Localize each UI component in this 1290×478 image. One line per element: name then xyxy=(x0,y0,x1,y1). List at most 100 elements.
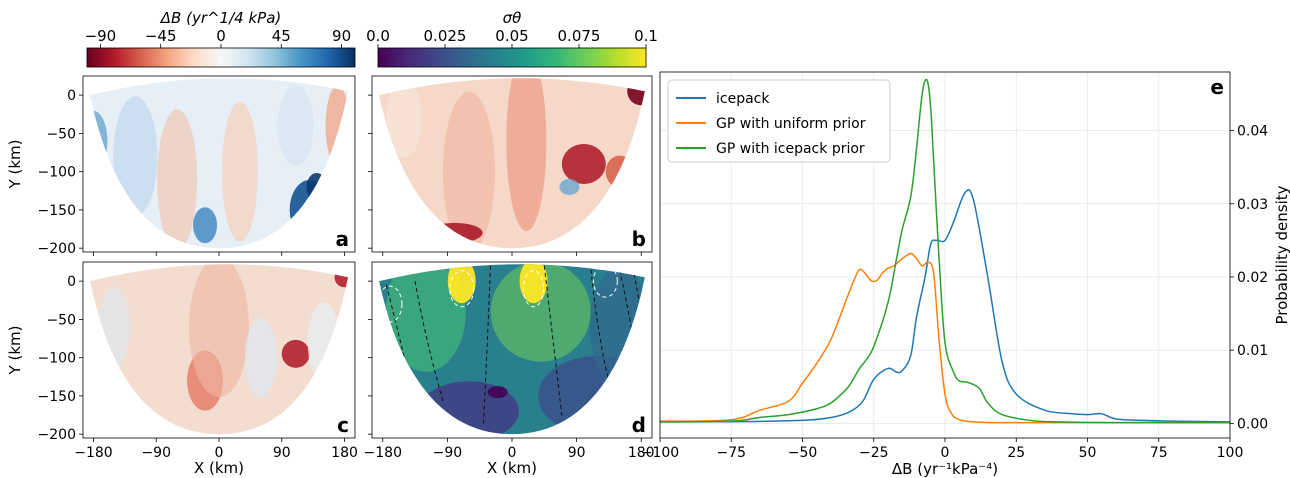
field-feature xyxy=(385,264,466,372)
x-tick-label: −90 xyxy=(141,445,171,461)
contour-line-white xyxy=(449,270,475,308)
x-tick-label: 50 xyxy=(1079,445,1097,461)
colorbar-sigma: 0.0 0.025 0.05 0.075 0.1 σθ xyxy=(366,9,658,68)
x-tick-label: 25 xyxy=(1007,445,1025,461)
x-axis-label: X (km) xyxy=(194,459,244,477)
series-line-1 xyxy=(659,252,1230,424)
field-feature xyxy=(157,109,198,249)
field-feature xyxy=(605,155,634,188)
y-tick-label: 0.02 xyxy=(1237,270,1268,286)
x-axis-label: X (km) xyxy=(487,459,537,477)
y-tick-label: −100 xyxy=(38,165,76,181)
contour-line xyxy=(482,265,491,427)
field-feature xyxy=(386,78,423,159)
field-feature xyxy=(506,78,547,232)
map-panel-b: b xyxy=(368,75,653,256)
map-panel-a: a 0 −50 −100 −150 −200 Y (km) xyxy=(6,75,356,257)
field-feature xyxy=(559,178,580,195)
legend-label: GP with uniform prior xyxy=(716,116,866,132)
field-feature xyxy=(306,172,327,201)
field-feature xyxy=(487,386,508,399)
colorbar-delta-bar xyxy=(86,47,356,68)
field-feature xyxy=(277,85,314,166)
x-tick-label: 0 xyxy=(215,445,224,461)
field-feature xyxy=(307,302,340,383)
contour-line-white xyxy=(523,270,545,308)
x-axis-label: ΔB (yr⁻¹kPa⁻⁴) xyxy=(892,460,998,478)
map-field-d xyxy=(379,264,645,435)
legend-box xyxy=(667,79,891,163)
x-tick-label: −25 xyxy=(859,445,889,461)
x-tick-label: 100 xyxy=(1217,445,1244,461)
panel-letter: b xyxy=(632,227,646,251)
contour-line xyxy=(543,265,563,419)
map-panel-d: d −180 −90 0 90 180 X (km) xyxy=(364,261,655,477)
x-tick-label: −90 xyxy=(433,445,463,461)
y-tick-label: −150 xyxy=(38,203,76,219)
x-tick-label: 90 xyxy=(273,445,291,461)
y-tick-label: −50 xyxy=(46,126,76,142)
panel-letter: a xyxy=(336,227,350,251)
colorbar-tick-label: 90 xyxy=(332,27,351,45)
y-axis-label: Probability density xyxy=(1273,185,1290,324)
panel-letter: c xyxy=(337,413,349,437)
y-tick-label: 0.04 xyxy=(1237,124,1268,140)
colorbar-tick-label: 0.05 xyxy=(495,27,528,45)
field-feature xyxy=(490,264,591,362)
x-tick-label: 75 xyxy=(1150,445,1168,461)
field-feature xyxy=(89,111,108,172)
field-feature xyxy=(113,96,158,217)
y-tick-label: 0.03 xyxy=(1237,197,1268,213)
field-feature xyxy=(519,264,548,304)
y-tick-label: −50 xyxy=(46,312,76,328)
x-tick-label: 90 xyxy=(568,445,586,461)
map-field-c xyxy=(89,264,349,435)
legend-label: GP with icepack prior xyxy=(716,141,865,157)
map-panels: a 0 −50 −100 −150 −200 Y (km) b c 0 −50 −100 −150 −20… xyxy=(6,75,655,477)
y-tick-label: 0.00 xyxy=(1237,416,1268,432)
panel-letter: d xyxy=(632,413,646,437)
contour-line xyxy=(385,284,409,374)
panel-letter: e xyxy=(1210,75,1224,99)
map-panel-c: c 0 −50 −100 −150 −200 −180 −90 0 90 180 Y (km) X (k… xyxy=(6,261,358,477)
map-field-a xyxy=(89,78,349,249)
field-feature xyxy=(221,101,258,242)
y-tick-label: 0 xyxy=(67,88,76,104)
colorbar-delta: −90 −45 0 45 90 ΔB (yr^1/4 kPa) xyxy=(85,9,356,68)
colorbar-tick-label: 45 xyxy=(272,27,291,45)
density-chart: −100 −75 −50 −25 0 25 50 75 100 0.00 0.01 0.02 0.03 0… xyxy=(641,71,1290,478)
series-line-0 xyxy=(659,189,1231,423)
y-tick-label: 0 xyxy=(67,274,76,290)
x-tick-label: −100 xyxy=(641,445,679,461)
field-feature xyxy=(561,144,606,184)
colorbar-title: σθ xyxy=(503,9,522,27)
field-feature xyxy=(447,264,476,304)
y-axis-label: Y (km) xyxy=(6,140,24,190)
series-line-2 xyxy=(659,78,1231,424)
colorbar-tick-label: 0.025 xyxy=(424,27,467,45)
field-feature xyxy=(627,78,645,106)
x-tick-label: −75 xyxy=(716,445,746,461)
x-tick-label: −180 xyxy=(364,445,402,461)
legend: icepack GP with uniform prior GP with icep… xyxy=(667,79,891,163)
x-tick-label: 0 xyxy=(508,445,517,461)
field-feature xyxy=(442,91,495,249)
colorbar-sigma-bar xyxy=(377,47,647,68)
colorbar-tick-label: −90 xyxy=(85,27,117,45)
field-feature xyxy=(193,207,218,244)
y-tick-label: −200 xyxy=(38,427,76,443)
colorbar-title: ΔB (yr^1/4 kPa) xyxy=(160,9,281,27)
field-feature xyxy=(189,264,249,398)
field-feature xyxy=(98,287,131,368)
legend-label: icepack xyxy=(716,91,770,107)
x-tick-label: −180 xyxy=(74,445,112,461)
y-tick-label: 0.01 xyxy=(1237,343,1268,359)
x-tick-label: −50 xyxy=(788,445,818,461)
map-field-b xyxy=(379,78,645,249)
colorbar-tick-label: −45 xyxy=(145,27,177,45)
colorbar-tick-label: 0 xyxy=(216,27,226,45)
x-tick-label: 180 xyxy=(628,445,655,461)
field-feature xyxy=(325,85,349,166)
